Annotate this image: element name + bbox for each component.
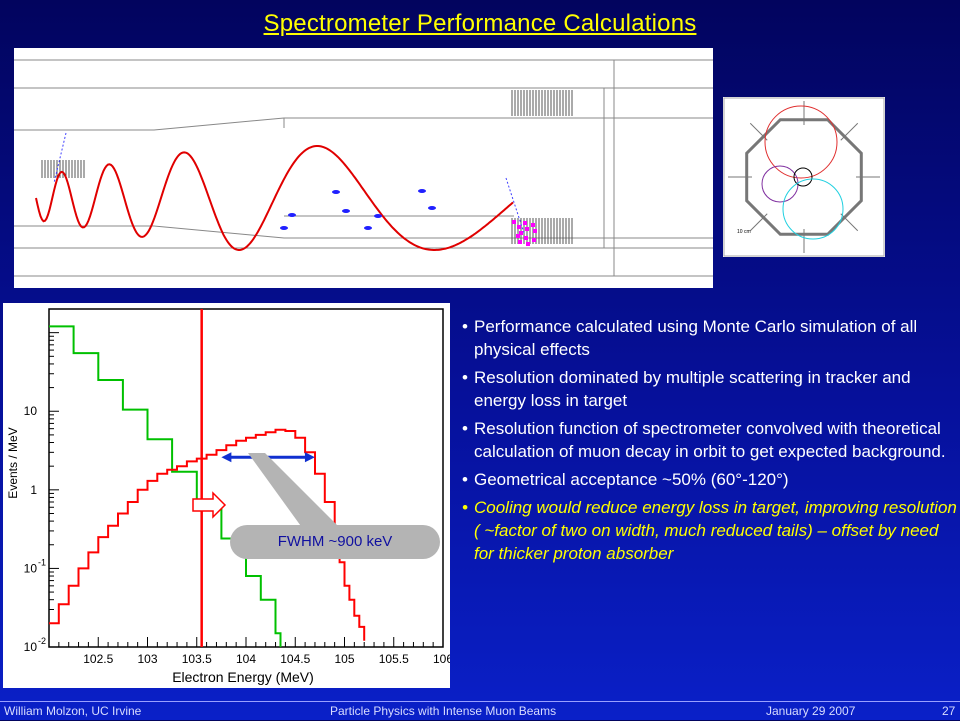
bullet-dot: • (462, 419, 468, 438)
footer-talk: Particle Physics with Intense Muon Beams (330, 704, 557, 718)
footer-author: William Molzon, UC Irvine (4, 704, 142, 718)
bullet-text: Geometrical acceptance ~50% (60°-120°) (474, 470, 789, 489)
footer-date: January 29 2007 (766, 704, 856, 718)
y-tick-label: 10 (24, 640, 38, 654)
bullet-dot: • (462, 470, 468, 489)
green-series-line (49, 325, 282, 647)
bullet-item: • Performance calculated using Monte Carl… (462, 315, 960, 361)
bullet-dot: • (462, 368, 468, 387)
plot-frame (48, 308, 444, 648)
y-tick-exponent: -1 (38, 557, 46, 567)
energy-spectrum-svg: 102.5 103 103.5 104 104.5 105 105.5 106 10 -210-… (6, 308, 453, 685)
bullet-item: • Resolution function of spectrometer con… (462, 417, 960, 463)
x-axis-label: Electron Energy (MeV) (172, 669, 314, 685)
y-tick-exponent: -2 (38, 636, 46, 646)
scale-label: 10 cm (737, 229, 751, 235)
bullet-text: Resolution dominated by multiple scatter… (474, 368, 911, 410)
bullet-item: • Geometrical acceptance ~50% (60°-120°) (462, 468, 960, 491)
cross-section-image: 10 cm (723, 97, 885, 257)
y-tick-label: 10 (24, 404, 38, 418)
x-tick-label: 104 (236, 652, 256, 666)
fwhm-annotation: FWHM ~900 keV (230, 525, 440, 559)
bullet-dot: • (462, 317, 468, 336)
x-tick-label: 103.5 (182, 652, 212, 666)
bullet-text: Cooling would reduce energy loss in targ… (474, 498, 957, 563)
x-tick-label: 105 (334, 652, 354, 666)
slide-title: Spectrometer Performance Calculations (263, 10, 697, 37)
x-tick-label: 104.5 (280, 652, 310, 666)
bullet-dot: • (462, 498, 468, 517)
energy-spectrum-chart: 102.5 103 103.5 104 104.5 105 105.5 106 10 -2 10-… (3, 303, 453, 688)
y-tick-label: 1 (30, 483, 37, 497)
bullet-list: • Performance calculated using Monte Carl… (462, 315, 960, 570)
footer-page: 27 (942, 704, 956, 718)
slide-footer: William Molzon, UC Irvine Particle Physi… (0, 701, 960, 721)
helix-simulation-graphic (14, 59, 713, 277)
bullet-text: Performance calculated using Monte Carlo… (474, 317, 918, 359)
bullet-item: • Resolution dominated by multiple scatte… (462, 366, 960, 412)
right-arrow-icon (192, 491, 227, 519)
y-axis-label: Events / MeV (6, 427, 20, 498)
x-tick-label: 102.5 (83, 652, 113, 666)
x-tick-label: 106 (433, 652, 450, 666)
x-tick-label: 105.5 (379, 652, 409, 666)
callout-pointer (248, 453, 341, 529)
simulation-image (14, 48, 713, 288)
bullet-text: Resolution function of spectrometer conv… (474, 419, 946, 461)
y-tick-label: 10 (24, 561, 38, 575)
bullet-item: • Cooling would reduce energy loss in tar… (462, 496, 960, 565)
x-tick-label: 103 (137, 652, 157, 666)
cross-section-graphic: 10 cm (723, 97, 885, 257)
